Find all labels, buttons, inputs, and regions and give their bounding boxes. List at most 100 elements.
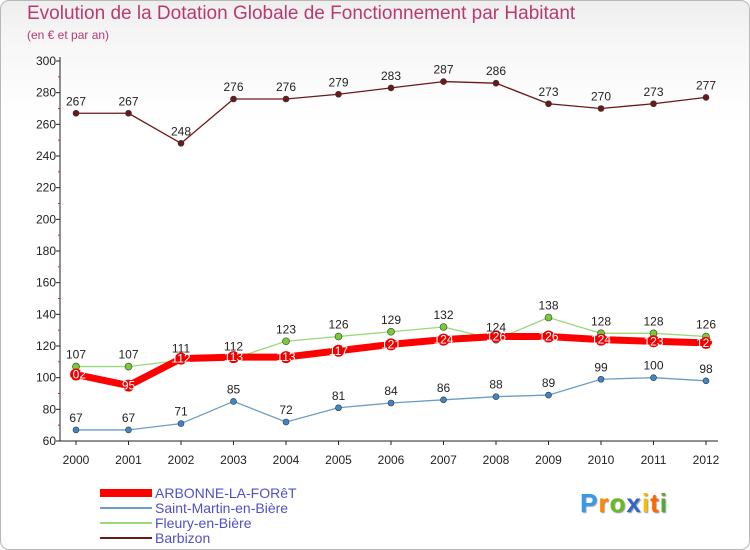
data-point bbox=[175, 352, 187, 365]
data-point bbox=[125, 426, 132, 434]
data-label: 129 bbox=[381, 313, 401, 327]
data-label: 276 bbox=[223, 80, 243, 94]
data-point bbox=[490, 330, 502, 343]
data-label: 279 bbox=[328, 75, 348, 89]
x-tick-label: 2008 bbox=[483, 453, 510, 467]
data-label: 286 bbox=[486, 64, 506, 78]
data-label: 273 bbox=[643, 85, 663, 99]
x-tick-label: 2000 bbox=[63, 453, 90, 467]
data-label: 117 bbox=[329, 344, 348, 358]
x-tick-label: 2002 bbox=[168, 453, 195, 467]
data-point bbox=[282, 95, 290, 103]
y-tick-label: 120 bbox=[36, 339, 56, 353]
data-point bbox=[282, 337, 290, 346]
data-point bbox=[439, 323, 448, 331]
legend-swatch-arbonne bbox=[100, 489, 152, 497]
x-tick-label: 2005 bbox=[325, 453, 352, 467]
chart-subtitle: (en € et par an) bbox=[27, 28, 110, 42]
data-label: 88 bbox=[489, 378, 503, 392]
data-label: 277 bbox=[696, 78, 716, 92]
data-label: 122 bbox=[696, 336, 716, 350]
data-point bbox=[650, 374, 657, 381]
data-label: 100 bbox=[643, 359, 663, 373]
legend-swatch-saint-martin bbox=[100, 507, 152, 509]
data-point bbox=[545, 391, 552, 399]
x-tick-label: 2012 bbox=[693, 453, 720, 467]
data-point bbox=[72, 426, 80, 434]
data-point bbox=[230, 398, 237, 405]
data-label: 123 bbox=[276, 322, 296, 336]
legend-label: Saint-Martin-en-Bière bbox=[155, 500, 289, 516]
data-label: 273 bbox=[538, 85, 558, 99]
x-tick-label: 2003 bbox=[220, 453, 247, 467]
data-label: 267 bbox=[66, 94, 86, 108]
x-tick-label: 2011 bbox=[641, 453, 667, 467]
logo-letter: i bbox=[641, 488, 651, 518]
logo-letter: i bbox=[659, 488, 668, 518]
data-point bbox=[440, 396, 447, 404]
y-tick-label: 180 bbox=[36, 244, 56, 258]
data-point bbox=[227, 351, 240, 364]
data-label: 67 bbox=[122, 411, 136, 425]
data-point bbox=[702, 377, 710, 385]
legend-swatch-fleury bbox=[100, 522, 152, 524]
data-label: 267 bbox=[118, 94, 138, 108]
data-label: 276 bbox=[276, 80, 296, 94]
data-label: 71 bbox=[174, 405, 188, 419]
data-point bbox=[387, 327, 395, 336]
data-point bbox=[334, 332, 343, 341]
data-point bbox=[335, 90, 342, 98]
data-point bbox=[492, 393, 500, 400]
chart-title: Evolution de la Dotation Globale de Fonc… bbox=[27, 3, 576, 24]
y-tick-label: 260 bbox=[36, 117, 56, 131]
data-point bbox=[177, 140, 185, 147]
data-point bbox=[650, 100, 657, 108]
data-point bbox=[280, 351, 292, 364]
y-tick-label: 160 bbox=[36, 276, 56, 290]
data-point bbox=[72, 109, 80, 117]
data-label: 124 bbox=[433, 333, 453, 347]
x-tick-label: 2001 bbox=[115, 453, 142, 467]
data-point bbox=[387, 399, 395, 407]
data-label: 112 bbox=[224, 340, 243, 354]
data-label: 138 bbox=[538, 299, 558, 313]
data-point bbox=[542, 330, 555, 343]
data-label: 283 bbox=[381, 69, 401, 83]
data-point bbox=[125, 109, 132, 117]
legend-swatch-barbizon bbox=[100, 537, 152, 539]
data-point bbox=[70, 368, 82, 381]
legend-label: ARBONNE-LA-FORêT bbox=[155, 485, 297, 501]
data-label: 95 bbox=[122, 379, 136, 393]
data-label: 107 bbox=[66, 348, 86, 362]
data-point bbox=[702, 94, 710, 101]
data-label: 248 bbox=[171, 124, 191, 138]
data-label: 128 bbox=[591, 314, 611, 328]
data-point bbox=[230, 95, 237, 103]
data-label: 113 bbox=[276, 350, 295, 364]
data-point bbox=[332, 344, 345, 357]
logo-letter: P bbox=[580, 488, 599, 518]
x-tick-label: 2009 bbox=[535, 453, 562, 467]
x-tick-label: 2006 bbox=[378, 453, 405, 467]
data-label: 102 bbox=[66, 368, 86, 382]
legend-label: Fleury-en-Bière bbox=[155, 515, 252, 531]
x-tick-label: 2010 bbox=[588, 453, 615, 467]
data-label: 67 bbox=[69, 411, 83, 425]
data-label: 84 bbox=[384, 384, 398, 398]
data-label: 121 bbox=[381, 337, 401, 351]
data-label: 89 bbox=[542, 376, 556, 390]
logo-letter: r bbox=[598, 488, 610, 518]
data-label: 86 bbox=[437, 381, 451, 395]
data-label: 126 bbox=[696, 318, 716, 332]
data-label: 123 bbox=[643, 334, 663, 348]
x-tick-label: 2007 bbox=[430, 453, 457, 467]
data-label: 107 bbox=[118, 348, 138, 362]
y-tick-label: 280 bbox=[36, 86, 56, 100]
data-point bbox=[335, 404, 342, 412]
y-tick-label: 300 bbox=[36, 54, 56, 68]
data-label: 124 bbox=[486, 321, 506, 335]
legend-label: Barbizon bbox=[155, 530, 211, 546]
data-label: 270 bbox=[591, 90, 611, 104]
y-tick-label: 200 bbox=[36, 212, 56, 226]
